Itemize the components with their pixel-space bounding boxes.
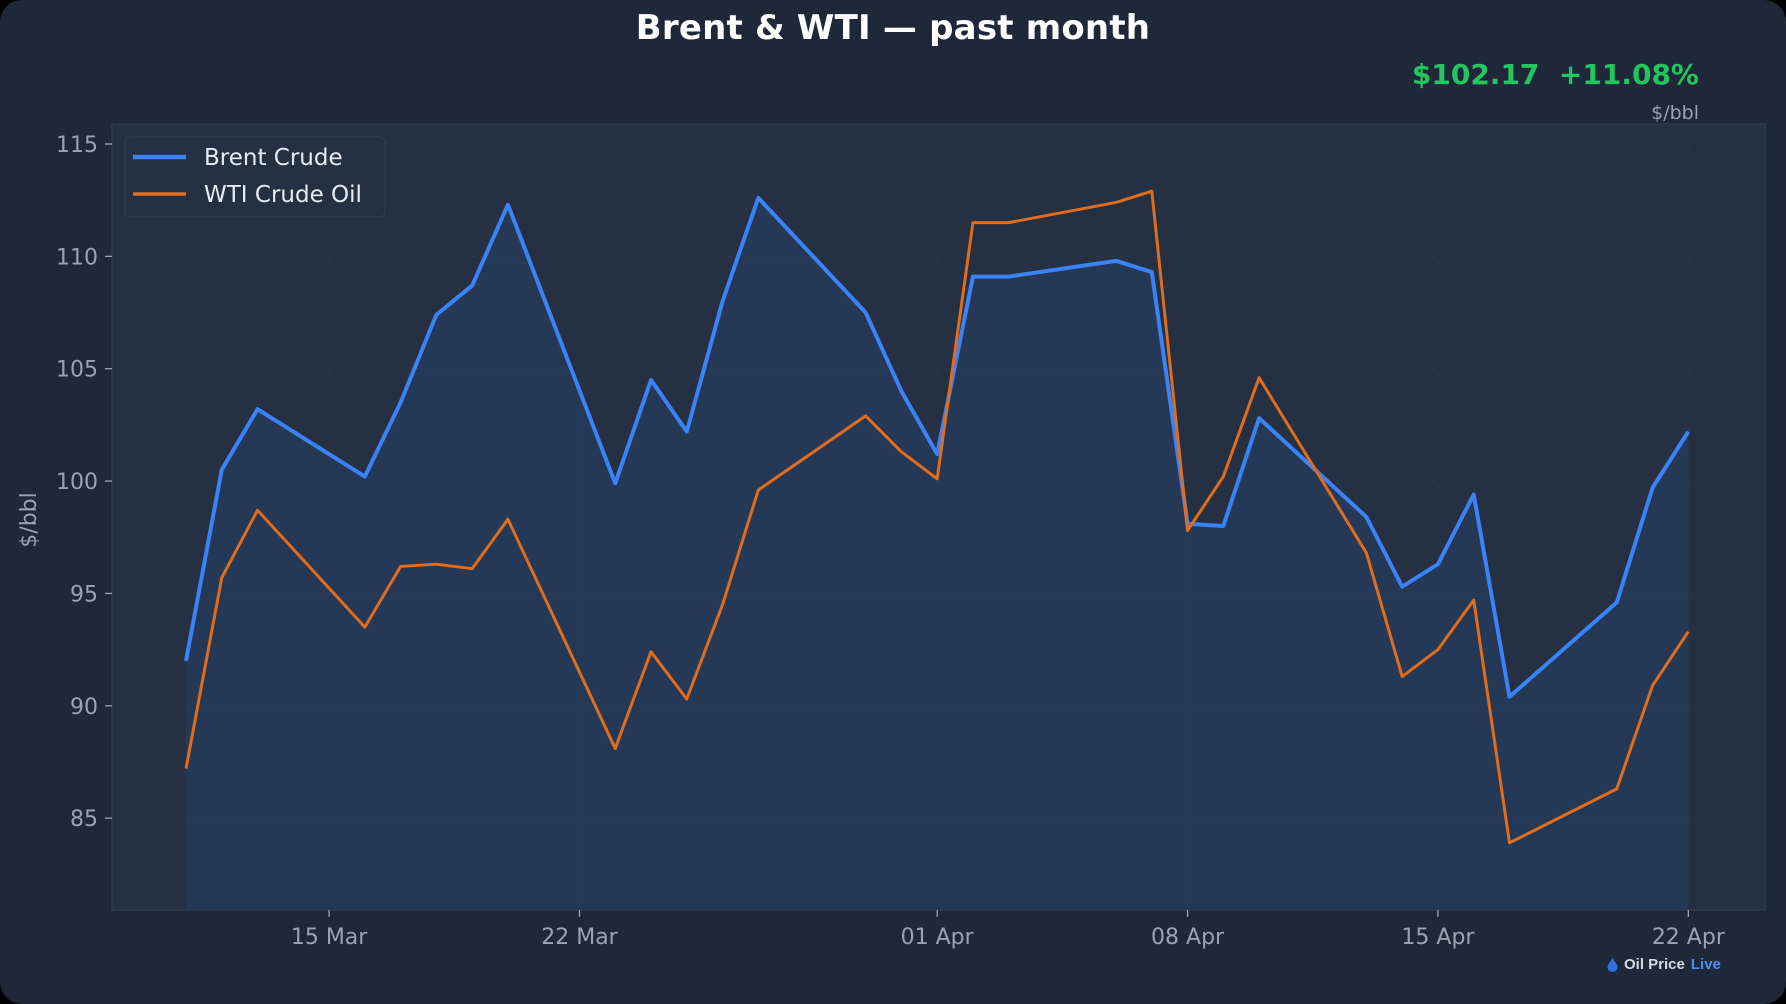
wti-line xyxy=(184,189,1690,845)
unit-label: $/bbl xyxy=(1651,102,1699,124)
brent-line xyxy=(184,195,1691,699)
oil-drop-icon xyxy=(1607,957,1618,972)
y-axis-label: $/bbl xyxy=(17,492,42,547)
y-tick-label: 90 xyxy=(70,695,98,720)
legend-label: WTI Crude Oil xyxy=(204,182,362,208)
y-tick-label: 105 xyxy=(56,358,98,383)
y-tick-label: 95 xyxy=(70,582,98,607)
x-tick-label: 15 Mar xyxy=(291,925,368,950)
x-tick-label: 15 Apr xyxy=(1401,925,1475,950)
chart-title: Brent & WTI — past month xyxy=(635,8,1151,48)
x-tick-label: 08 Apr xyxy=(1151,925,1225,950)
brand-suffix: Live xyxy=(1690,956,1721,973)
brand-name: Oil Price xyxy=(1624,956,1685,973)
y-tick-label: 100 xyxy=(56,470,98,495)
y-tick-label: 85 xyxy=(70,807,98,832)
brand-logo: Oil Price Live xyxy=(1607,956,1721,973)
price-change: +11.08% xyxy=(1558,58,1699,91)
price-summary: $102.17 +11.08% xyxy=(1412,58,1699,91)
x-tick-label: 01 Apr xyxy=(901,925,975,950)
current-price: $102.17 xyxy=(1411,58,1540,91)
legend-box xyxy=(124,136,386,218)
x-tick-label: 22 Mar xyxy=(541,925,618,950)
legend-label: Brent Crude xyxy=(204,145,343,171)
y-tick-label: 110 xyxy=(56,245,98,270)
y-tick-label: 115 xyxy=(56,133,98,158)
brent-area-fill xyxy=(186,197,1689,911)
x-tick-label: 22 Apr xyxy=(1652,925,1726,950)
